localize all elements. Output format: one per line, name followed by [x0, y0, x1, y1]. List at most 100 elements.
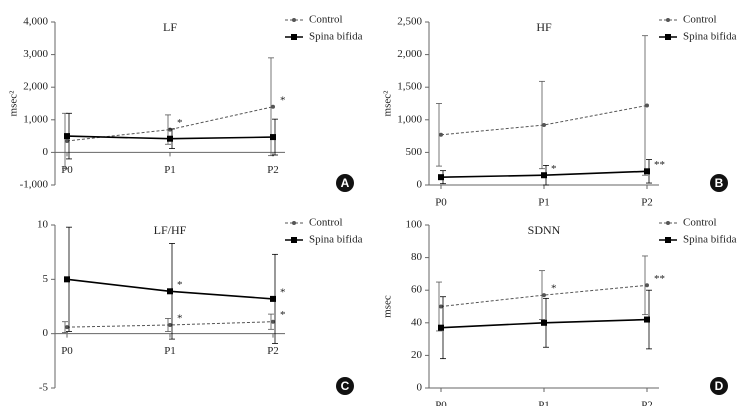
y-axis-label: msec²	[8, 90, 20, 117]
y-tick-label: -1,000	[20, 179, 49, 191]
marker	[270, 295, 276, 302]
marker	[64, 133, 70, 140]
y-tick-label: 80	[411, 251, 423, 263]
x-tick-label: P2	[641, 400, 653, 406]
marker	[541, 319, 547, 326]
x-tick-label: P2	[641, 197, 653, 209]
legend-marker	[292, 221, 296, 225]
annotation: **	[654, 159, 665, 171]
y-tick-label: 1,500	[397, 81, 422, 93]
y-tick-label: 5	[43, 273, 49, 285]
marker	[64, 276, 70, 283]
panel-badge	[710, 174, 728, 192]
panel-label: C	[341, 379, 350, 393]
y-tick-label: 100	[406, 219, 423, 231]
marker	[439, 132, 443, 137]
y-tick-label: 60	[411, 284, 423, 296]
marker	[542, 293, 546, 298]
legend-marker	[665, 237, 671, 243]
chart-title: LF	[163, 20, 177, 34]
marker	[168, 322, 172, 327]
y-tick-label: 1,000	[397, 113, 422, 125]
annotation: *	[551, 163, 557, 175]
y-tick-label: 2,000	[397, 48, 422, 60]
chart-title: HF	[536, 20, 552, 34]
y-tick-label: 2,000	[23, 81, 48, 93]
y-tick-label: 0	[417, 382, 423, 394]
panel-badge	[336, 377, 354, 395]
annotation: *	[551, 283, 557, 295]
x-tick-label: P2	[267, 164, 279, 176]
legend-marker	[665, 34, 671, 40]
marker	[644, 168, 650, 175]
legend-label: Control	[309, 217, 343, 229]
x-tick-label: P2	[267, 345, 279, 357]
legend-label: Control	[683, 14, 717, 26]
y-tick-label: 40	[411, 316, 423, 328]
marker	[65, 325, 69, 330]
x-tick-label: P1	[164, 164, 176, 176]
series-line	[66, 321, 274, 328]
annotation: *	[280, 94, 286, 106]
y-tick-label: 1,000	[23, 113, 48, 125]
annotation: *	[177, 117, 183, 129]
marker	[167, 135, 173, 142]
y-tick-label: 500	[406, 146, 423, 158]
chart-title: SDNN	[528, 223, 561, 237]
annotation: **	[654, 273, 665, 285]
y-tick-label: 0	[417, 179, 423, 191]
annotation: *	[280, 286, 286, 298]
marker	[439, 304, 443, 309]
marker	[167, 288, 173, 295]
legend-marker	[291, 34, 297, 40]
y-tick-label: 3,000	[23, 48, 48, 60]
panel-label: D	[715, 379, 724, 393]
marker	[644, 316, 650, 323]
marker	[271, 104, 275, 109]
marker	[542, 123, 546, 128]
legend-label: Control	[683, 217, 717, 229]
marker	[270, 134, 276, 141]
panel-badge	[710, 377, 728, 395]
x-tick-label: P0	[61, 164, 73, 176]
legend-marker	[666, 221, 670, 225]
x-tick-label: P0	[435, 197, 447, 209]
panel-label: B	[715, 176, 724, 190]
annotation: *	[280, 309, 286, 321]
x-tick-label: P0	[61, 345, 73, 357]
marker	[271, 319, 275, 324]
x-tick-label: P0	[435, 400, 447, 406]
legend-label: Spina bifida	[309, 31, 363, 43]
y-tick-label: 0	[43, 327, 49, 339]
y-axis-label: msec²	[382, 90, 394, 117]
annotation: *	[177, 279, 183, 291]
legend-label: Spina bifida	[683, 234, 737, 246]
marker	[645, 283, 649, 288]
marker	[438, 174, 444, 181]
legend-label: Spina bifida	[309, 234, 363, 246]
marker	[541, 172, 547, 179]
chart-title: LF/HF	[154, 223, 187, 237]
panel-badge	[336, 174, 354, 192]
y-axis-label: msec	[382, 295, 394, 318]
series-line	[440, 104, 648, 136]
panel-label: A	[341, 176, 350, 190]
x-tick-label: P1	[538, 197, 550, 209]
x-tick-label: P1	[538, 400, 550, 406]
y-tick-label: 4,000	[23, 16, 48, 28]
y-tick-label: 10	[37, 219, 49, 231]
marker	[438, 324, 444, 331]
marker	[168, 127, 172, 132]
legend-marker	[292, 18, 296, 22]
y-tick-label: 20	[411, 349, 423, 361]
legend-label: Control	[309, 14, 343, 26]
legend-label: Spina bifida	[683, 31, 737, 43]
marker	[65, 138, 69, 143]
legend-marker	[666, 18, 670, 22]
annotation: *	[177, 313, 183, 325]
y-tick-label: 2,500	[397, 16, 422, 28]
marker	[645, 103, 649, 108]
y-tick-label: -5	[39, 382, 49, 394]
y-tick-label: 0	[43, 146, 49, 158]
